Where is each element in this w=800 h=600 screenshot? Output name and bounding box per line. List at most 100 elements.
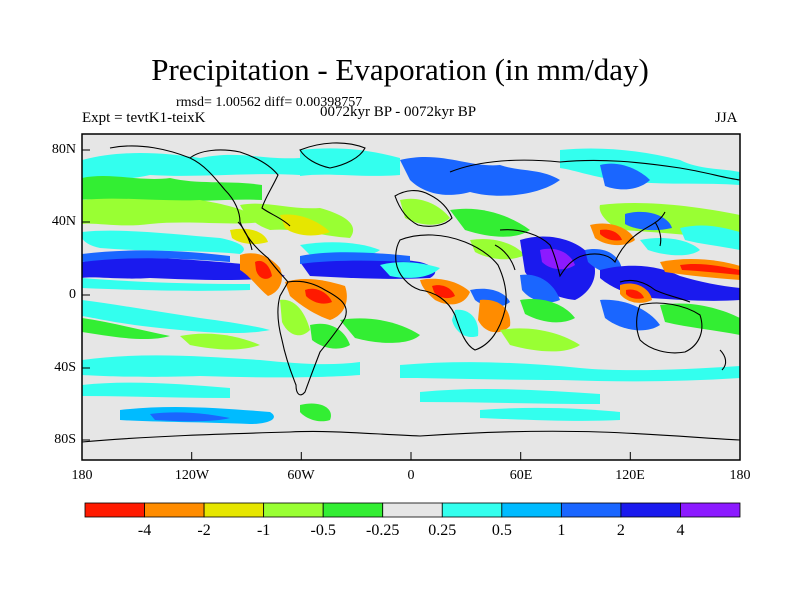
colorbar-label: -1 xyxy=(256,522,271,539)
field-region xyxy=(585,249,622,273)
lon-label-120w: 120W xyxy=(174,468,210,483)
map-title: Precipitation - Evaporation (in mm/day) xyxy=(151,52,649,87)
field-region xyxy=(300,148,400,176)
colorbar-label: -0.25 xyxy=(366,522,400,539)
field-region xyxy=(600,163,650,190)
coastline-antarctica xyxy=(82,430,740,443)
colorbar-label: 4 xyxy=(676,522,685,539)
field-region xyxy=(380,262,440,278)
coastline-europe xyxy=(394,190,453,227)
colorbar-swatch xyxy=(680,502,741,518)
field-region xyxy=(82,176,262,202)
coastline-japan xyxy=(654,221,662,247)
colorbar-swatch xyxy=(501,502,562,518)
colorbar-label: 0.25 xyxy=(428,522,457,539)
field-region xyxy=(305,288,332,304)
coastline-south-america xyxy=(277,280,347,396)
field-region xyxy=(600,229,622,241)
field-region xyxy=(400,156,560,196)
lat-label-0: 0 xyxy=(69,287,76,302)
colorbar-label: -2 xyxy=(197,522,211,539)
coastline-greenland xyxy=(299,142,366,169)
field-region xyxy=(660,303,740,335)
field-region xyxy=(82,198,262,226)
field-region xyxy=(280,214,330,236)
colorbar xyxy=(84,502,741,518)
colorbar-swatch xyxy=(441,502,503,518)
field-region xyxy=(520,299,575,323)
field-region xyxy=(470,238,525,260)
coastline-south-asia xyxy=(499,211,666,278)
lon-label-60w: 60W xyxy=(287,468,315,483)
field-region xyxy=(300,403,331,422)
field-region xyxy=(280,299,310,336)
field-region xyxy=(340,318,420,343)
field-region xyxy=(478,299,511,333)
field-region xyxy=(82,278,250,291)
field-region xyxy=(82,257,285,280)
field-region xyxy=(680,263,740,275)
field-region xyxy=(500,328,580,352)
colorbar-swatch xyxy=(620,502,681,518)
field-region xyxy=(310,323,350,349)
colorbar-label: 1 xyxy=(557,522,566,539)
field-region xyxy=(180,333,260,350)
field-region xyxy=(82,300,270,334)
lat-ticks xyxy=(82,149,90,441)
coastlines xyxy=(82,142,740,443)
period-label: 0072kyr BP - 0072kyr BP xyxy=(320,104,477,120)
field-region xyxy=(230,228,268,245)
coastline-new-zealand xyxy=(719,349,727,371)
colorbar-swatch xyxy=(144,502,205,518)
field-region xyxy=(452,309,479,338)
colorbar-swatch xyxy=(322,502,384,518)
coastline-arabia xyxy=(494,244,516,271)
coastline-eurasia-north xyxy=(449,159,740,181)
field-region xyxy=(150,412,230,422)
field-region xyxy=(432,285,455,299)
lat-label-40s: 40S xyxy=(54,360,76,375)
coastline-africa xyxy=(395,234,507,351)
lon-label-180e: 180 xyxy=(729,468,751,483)
coastline-indonesia xyxy=(619,279,691,303)
field-region xyxy=(82,153,300,180)
field-region xyxy=(540,248,575,270)
field-region xyxy=(400,198,450,225)
colorbar-label: -4 xyxy=(137,522,152,539)
field-region xyxy=(600,299,660,331)
lat-label-80s: 80S xyxy=(54,432,76,447)
colorbar-label: 0.5 xyxy=(491,522,512,539)
coastline-canada-east xyxy=(189,149,291,227)
lon-label-60e: 60E xyxy=(509,468,533,483)
field-region xyxy=(82,318,170,340)
field-region xyxy=(255,260,272,279)
lon-label-120e: 120E xyxy=(615,468,645,483)
lon-label-0: 0 xyxy=(407,468,415,483)
colorbar-swatch xyxy=(560,502,622,518)
field-region xyxy=(520,274,560,303)
field-region xyxy=(625,211,672,231)
lat-label-40n: 40N xyxy=(51,214,76,229)
lat-label-80n: 80N xyxy=(51,142,76,157)
field-region xyxy=(680,225,740,250)
coastline-north-america xyxy=(109,145,289,283)
experiment-label: Expt = tevtK1-teixK xyxy=(82,110,206,126)
colorbar-swatch xyxy=(382,502,443,518)
colorbar-label: -0.5 xyxy=(310,522,336,539)
field-region xyxy=(626,289,644,299)
lon-ticks xyxy=(81,452,741,460)
field-region xyxy=(400,362,740,382)
field-region xyxy=(82,230,244,254)
colorbar-swatch xyxy=(263,502,324,518)
coastline-baja xyxy=(237,221,253,251)
season-label: JJA xyxy=(715,110,738,126)
precip-evap-field xyxy=(82,134,740,460)
field-region xyxy=(420,388,600,404)
rmsd-diff-stats: rmsd= 1.00562 diff= 0.00398757 xyxy=(176,95,363,110)
field-region xyxy=(300,252,410,264)
colorbar-label: 2 xyxy=(616,522,625,539)
field-region xyxy=(82,382,230,398)
field-region xyxy=(82,250,230,262)
field-region xyxy=(480,407,620,421)
